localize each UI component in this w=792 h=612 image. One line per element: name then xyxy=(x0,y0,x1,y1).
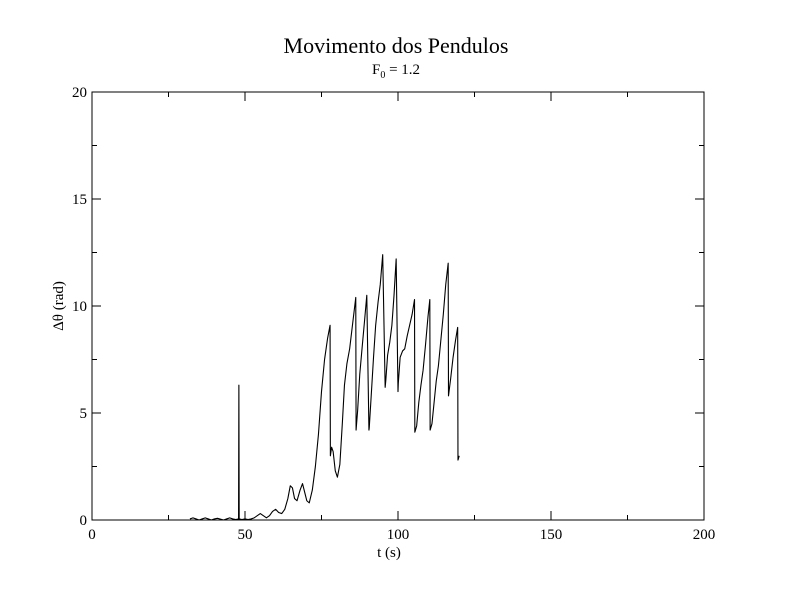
y-tick-label: 5 xyxy=(80,406,88,422)
x-tick-label: 200 xyxy=(693,527,716,543)
y-axis: 0 5 10 15 20 xyxy=(72,85,704,529)
plot-frame xyxy=(91,91,705,521)
y-tick-label: 0 xyxy=(80,513,88,529)
y-axis-label: Δθ (rad) xyxy=(51,281,67,331)
subtitle-rest: = 1.2 xyxy=(385,62,421,78)
x-axis: 0 50 100 150 200 xyxy=(88,92,715,543)
x-tick-label: 150 xyxy=(540,527,563,543)
subtitle-subscript: 0 xyxy=(380,70,386,81)
x-tick-label: 100 xyxy=(387,527,410,543)
y-tick-label: 20 xyxy=(72,85,87,101)
y-tick-label: 15 xyxy=(72,192,87,208)
x-tick-label: 0 xyxy=(88,527,96,543)
y-tick-label: 10 xyxy=(72,299,87,315)
x-axis-label: t (s) xyxy=(377,545,401,561)
x-tick-label: 50 xyxy=(238,527,253,543)
subtitle-base: F xyxy=(371,62,381,78)
chart-title: Movimento dos Pendulos xyxy=(283,33,509,58)
series-line xyxy=(189,254,460,521)
chart-subtitle: F0 = 1.2 xyxy=(0,62,792,81)
